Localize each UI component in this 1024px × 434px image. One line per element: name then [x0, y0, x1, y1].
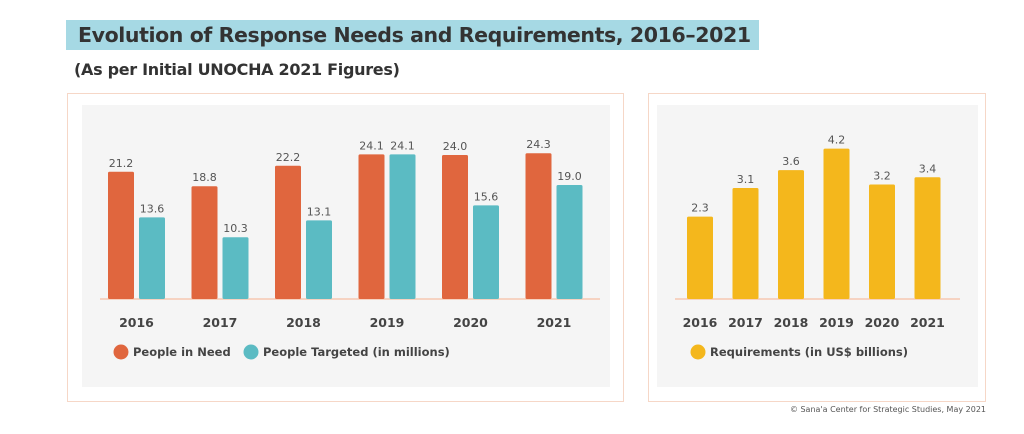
bar-people-in-need-2020 [442, 155, 468, 299]
bar-requirements-in-us-billions--2021 [914, 177, 941, 299]
data-label: 24.3 [526, 138, 551, 151]
bar-people-in-need-2016 [108, 171, 134, 299]
bar-requirements-in-us-billions--2018 [778, 170, 804, 299]
x-tick-label: 2020 [453, 315, 488, 330]
x-tick-label: 2017 [203, 315, 238, 330]
data-label: 18.8 [192, 171, 217, 184]
bar-people-in-need-2019 [358, 154, 385, 299]
data-label: 24.0 [443, 140, 468, 153]
legend-marker [243, 344, 259, 360]
chart-subtitle: (As per Initial UNOCHA 2021 Figures) [74, 60, 400, 79]
legend-label: People in Need [133, 345, 231, 359]
data-label: 10.3 [223, 222, 248, 235]
data-label: 24.1 [390, 139, 415, 152]
x-tick-label: 2017 [728, 315, 763, 330]
bar-people-targeted-in-millions--2017 [222, 237, 249, 299]
data-label: 3.2 [873, 169, 891, 182]
bar-people-targeted-in-millions--2016 [139, 217, 165, 299]
bar-people-in-need-2017 [191, 186, 218, 299]
bar-requirements-in-us-billions--2020 [869, 184, 895, 299]
data-label: 4.2 [828, 134, 846, 147]
data-label: 24.1 [359, 139, 384, 152]
x-tick-label: 2021 [537, 315, 572, 330]
legend-marker [690, 344, 706, 360]
bar-requirements-in-us-billions--2017 [732, 188, 759, 299]
data-label: 13.6 [140, 202, 165, 215]
data-label: 3.1 [737, 173, 755, 186]
legend-label: Requirements (in US$ billions) [710, 345, 908, 359]
x-tick-label: 2016 [683, 315, 718, 330]
data-label: 13.1 [307, 205, 332, 218]
data-label: 3.6 [782, 155, 800, 168]
data-label: 2.3 [691, 202, 709, 215]
x-tick-label: 2020 [865, 315, 900, 330]
x-tick-label: 2016 [119, 315, 154, 330]
bar-people-in-need-2018 [275, 165, 301, 299]
x-tick-label: 2018 [286, 315, 321, 330]
bar-requirements-in-us-billions--2019 [823, 148, 850, 299]
bar-people-targeted-in-millions--2019 [389, 154, 416, 299]
x-tick-label: 2019 [819, 315, 854, 330]
copyright-footer: © Sana'a Center for Strategic Studies, M… [789, 405, 986, 414]
legend-label: People Targeted (in millions) [263, 345, 450, 359]
x-tick-label: 2018 [774, 315, 809, 330]
people-chart-background [82, 105, 610, 387]
bar-requirements-in-us-billions--2016 [687, 216, 713, 299]
bar-people-targeted-in-millions--2020 [473, 205, 499, 299]
x-tick-label: 2021 [910, 315, 945, 330]
bar-people-in-need-2021 [525, 153, 552, 299]
data-label: 19.0 [557, 170, 582, 183]
data-label: 15.6 [474, 190, 499, 203]
legend-marker [113, 344, 129, 360]
x-tick-label: 2019 [370, 315, 405, 330]
bar-people-targeted-in-millions--2018 [306, 220, 332, 299]
bar-people-targeted-in-millions--2021 [556, 185, 583, 299]
data-label: 21.2 [109, 157, 134, 170]
chart-title: Evolution of Response Needs and Requirem… [66, 20, 759, 50]
data-label: 3.4 [919, 162, 937, 175]
data-label: 22.2 [276, 151, 301, 164]
